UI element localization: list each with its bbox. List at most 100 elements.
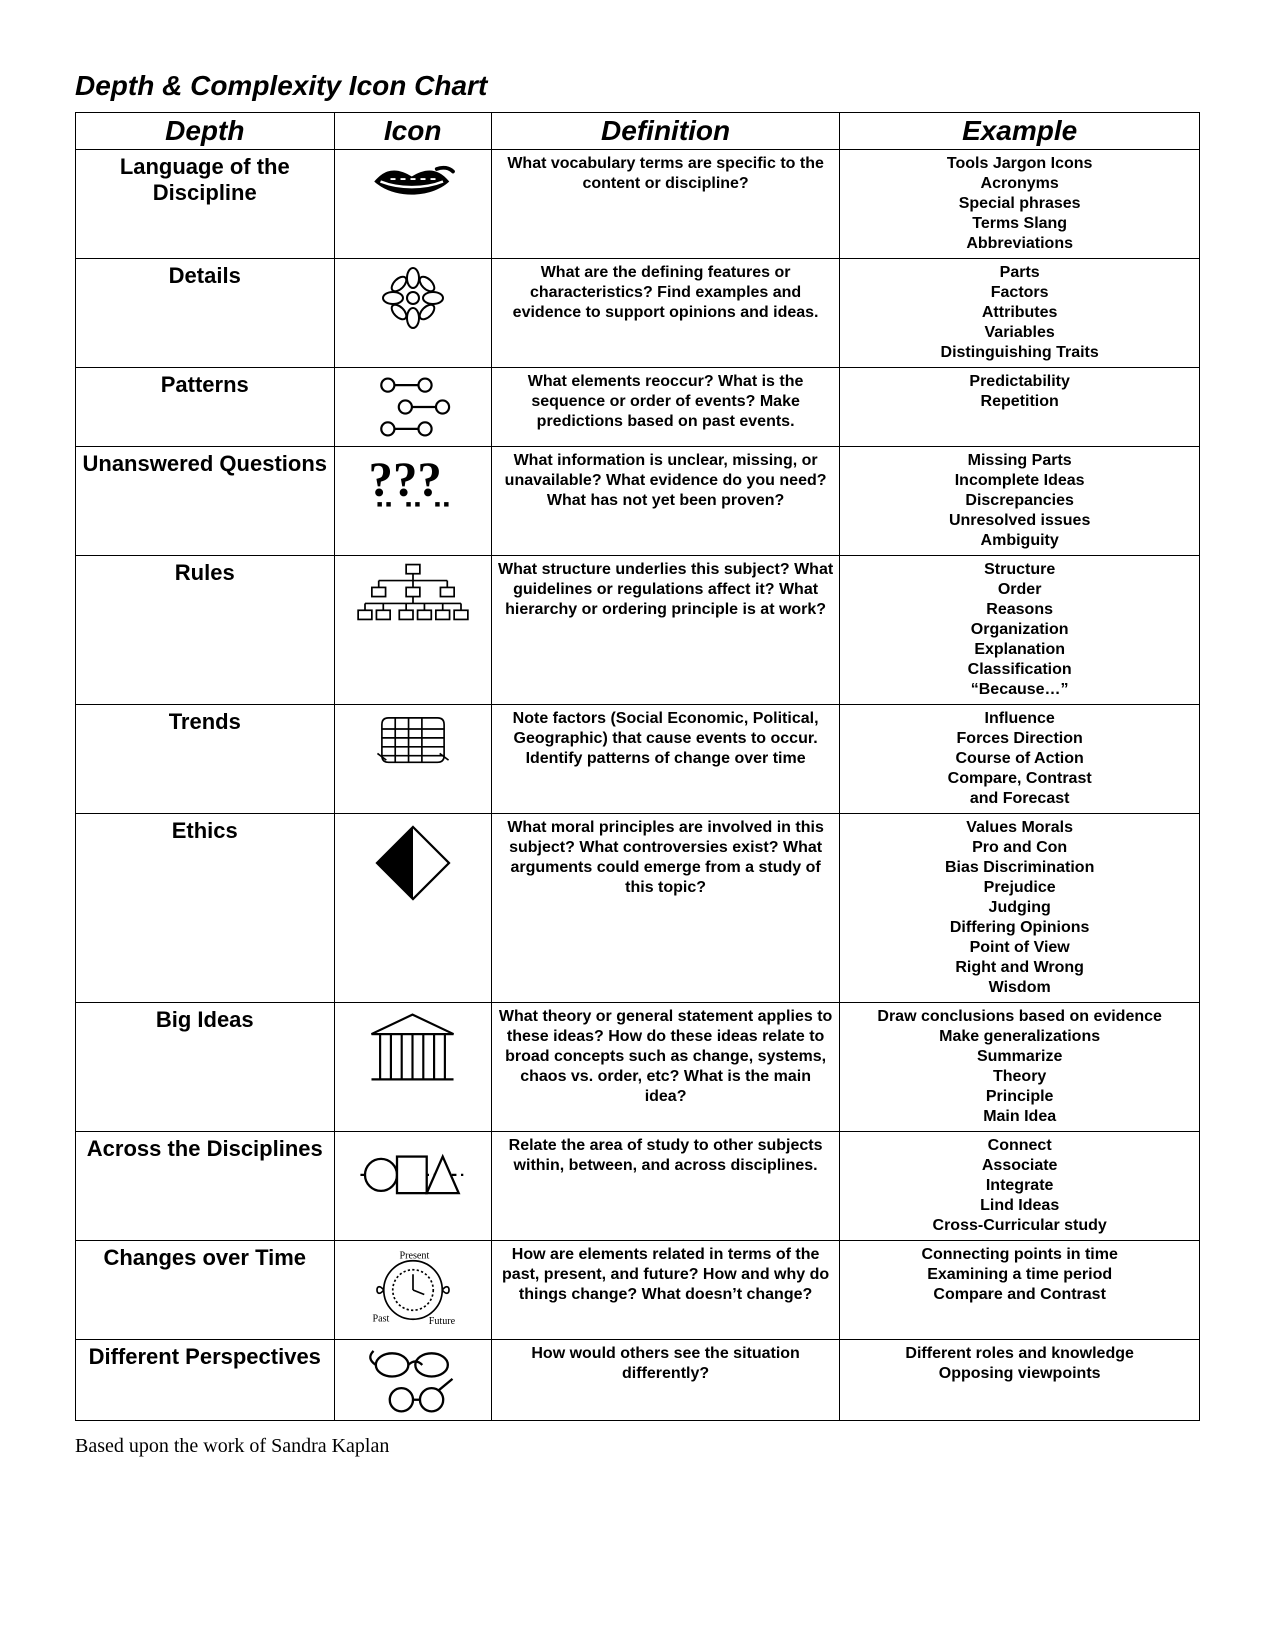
definition-text: What theory or general statement applies… — [491, 1003, 839, 1132]
icon-chart-table: Depth Icon Definition Example Language o… — [75, 112, 1200, 1421]
example-line: Make generalizations — [846, 1027, 1193, 1047]
example-text: Values MoralsPro and ConBias Discriminat… — [840, 814, 1200, 1003]
depth-label: Different Perspectives — [76, 1340, 335, 1421]
example-line: Summarize — [846, 1047, 1193, 1067]
col-header-definition: Definition — [491, 113, 839, 150]
example-text: PredictabilityRepetition — [840, 368, 1200, 447]
depth-label: Big Ideas — [76, 1003, 335, 1132]
example-line: Judging — [846, 898, 1193, 918]
example-line: Values Morals — [846, 818, 1193, 838]
page: Depth & Complexity Icon Chart Depth Icon… — [0, 0, 1275, 1650]
example-line: Explanation — [846, 640, 1193, 660]
depth-label: Unanswered Questions — [76, 447, 335, 556]
example-line: Connecting points in time — [846, 1245, 1193, 1265]
example-line: Connect — [846, 1136, 1193, 1156]
clock-icon — [334, 1241, 491, 1340]
example-text: Tools Jargon IconsAcronymsSpecial phrase… — [840, 150, 1200, 259]
example-line: Wisdom — [846, 978, 1193, 998]
example-line: Reasons — [846, 600, 1193, 620]
example-line: Predictability — [846, 372, 1193, 392]
example-text: Missing PartsIncomplete IdeasDiscrepanci… — [840, 447, 1200, 556]
example-line: Order — [846, 580, 1193, 600]
example-line: Variables — [846, 323, 1193, 343]
table-header-row: Depth Icon Definition Example — [76, 113, 1200, 150]
example-line: “Because…” — [846, 680, 1193, 700]
example-text: StructureOrderReasonsOrganizationExplana… — [840, 556, 1200, 705]
example-line: Forces Direction — [846, 729, 1193, 749]
example-text: PartsFactorsAttributesVariablesDistingui… — [840, 259, 1200, 368]
example-line: Distinguishing Traits — [846, 343, 1193, 363]
example-line: Opposing viewpoints — [846, 1364, 1193, 1384]
example-line: Principle — [846, 1087, 1193, 1107]
example-line: Terms Slang — [846, 214, 1193, 234]
example-line: Acronyms — [846, 174, 1193, 194]
example-line: Right and Wrong — [846, 958, 1193, 978]
example-line: Factors — [846, 283, 1193, 303]
definition-text: How are elements related in terms of the… — [491, 1241, 839, 1340]
example-line: Classification — [846, 660, 1193, 680]
example-line: Lind Ideas — [846, 1196, 1193, 1216]
depth-label: Trends — [76, 705, 335, 814]
questions-icon — [334, 447, 491, 556]
depth-label: Details — [76, 259, 335, 368]
col-header-depth: Depth — [76, 113, 335, 150]
example-text: InfluenceForces DirectionCourse of Actio… — [840, 705, 1200, 814]
example-line: Point of View — [846, 938, 1193, 958]
table-row: RulesWhat structure underlies this subje… — [76, 556, 1200, 705]
example-line: Compare, Contrast — [846, 769, 1193, 789]
example-line: Bias Discrimination — [846, 858, 1193, 878]
table-row: Different Perspectives How would others s… — [76, 1340, 1200, 1421]
table-row: PatternsWhat elements reoccur? What is t… — [76, 368, 1200, 447]
example-line: Course of Action — [846, 749, 1193, 769]
definition-text: What elements reoccur? What is the seque… — [491, 368, 839, 447]
ethics-icon — [334, 814, 491, 1003]
example-line: Parts — [846, 263, 1193, 283]
example-line: Integrate — [846, 1176, 1193, 1196]
table-row: Ethics What moral principles are involved… — [76, 814, 1200, 1003]
definition-text: Note factors (Social Economic, Political… — [491, 705, 839, 814]
definition-text: What moral principles are involved in th… — [491, 814, 839, 1003]
table-row: Big Ideas What theory or general statemen… — [76, 1003, 1200, 1132]
example-line: Cross-Curricular study — [846, 1216, 1193, 1236]
table-row: Unanswered Questions What information is … — [76, 447, 1200, 556]
example-line: Discrepancies — [846, 491, 1193, 511]
col-header-icon: Icon — [334, 113, 491, 150]
example-text: ConnectAssociateIntegrateLind IdeasCross… — [840, 1132, 1200, 1241]
example-line: Different roles and knowledge — [846, 1344, 1193, 1364]
example-line: Tools Jargon Icons — [846, 154, 1193, 174]
definition-text: What vocabulary terms are specific to th… — [491, 150, 839, 259]
example-line: Repetition — [846, 392, 1193, 412]
example-line: Special phrases — [846, 194, 1193, 214]
example-line: Compare and Contrast — [846, 1285, 1193, 1305]
example-line: Influence — [846, 709, 1193, 729]
col-header-example: Example — [840, 113, 1200, 150]
table-row: DetailsWhat are the defining features or… — [76, 259, 1200, 368]
example-line: Theory — [846, 1067, 1193, 1087]
definition-text: What structure underlies this subject? W… — [491, 556, 839, 705]
table-row: Language of the DisciplineWhat vocabular… — [76, 150, 1200, 259]
example-line: Pro and Con — [846, 838, 1193, 858]
example-line: Unresolved issues — [846, 511, 1193, 531]
example-line: Organization — [846, 620, 1193, 640]
definition-text: What information is unclear, missing, or… — [491, 447, 839, 556]
depth-label: Changes over Time — [76, 1241, 335, 1340]
depth-label: Ethics — [76, 814, 335, 1003]
depth-label: Across the Disciplines — [76, 1132, 335, 1241]
example-line: Associate — [846, 1156, 1193, 1176]
credit-line: Based upon the work of Sandra Kaplan — [75, 1435, 1200, 1458]
example-line: Attributes — [846, 303, 1193, 323]
definition-text: Relate the area of study to other subjec… — [491, 1132, 839, 1241]
building-icon — [334, 1003, 491, 1132]
example-line: Structure — [846, 560, 1193, 580]
hierarchy-icon — [334, 556, 491, 705]
table-row: Across the Disciplines Relate the area of… — [76, 1132, 1200, 1241]
example-text: Different roles and knowledgeOpposing vi… — [840, 1340, 1200, 1421]
example-line: Main Idea — [846, 1107, 1193, 1127]
definition-text: How would others see the situation diffe… — [491, 1340, 839, 1421]
newspaper-icon — [334, 705, 491, 814]
example-line: Examining a time period — [846, 1265, 1193, 1285]
flower-icon — [334, 259, 491, 368]
glasses-icon — [334, 1340, 491, 1421]
example-line: Abbreviations — [846, 234, 1193, 254]
example-line: Ambiguity — [846, 531, 1193, 551]
